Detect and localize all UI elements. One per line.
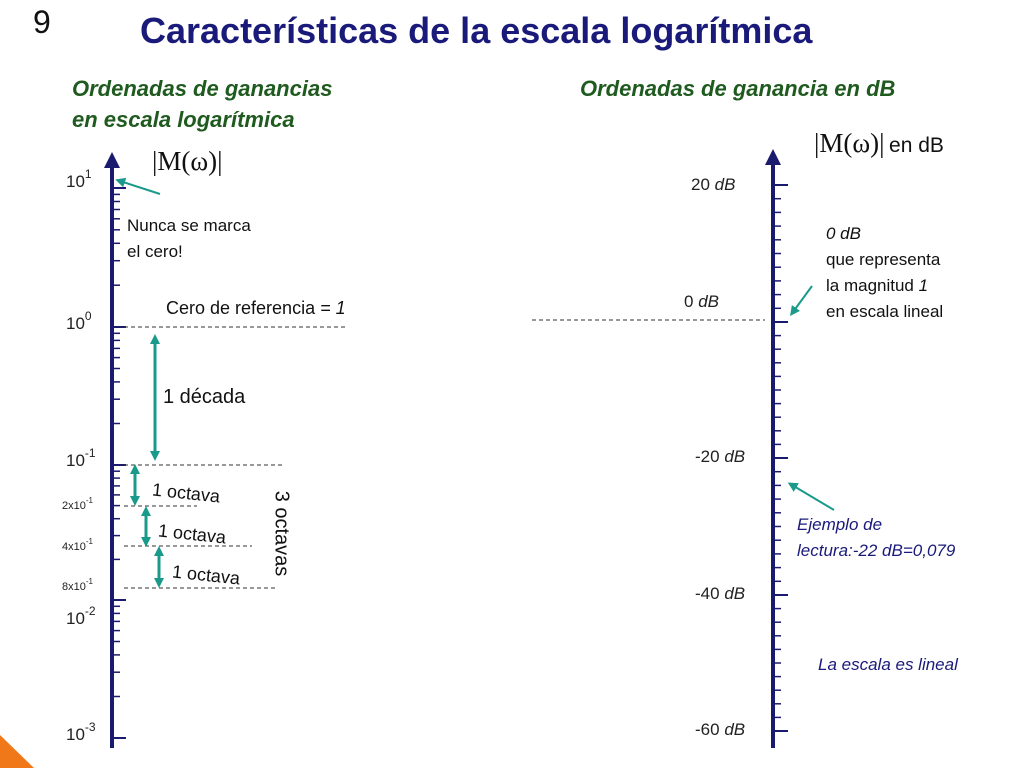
left-axis-title: |M(ω)|	[152, 146, 223, 176]
tick-label-minus60db: -60 dB	[695, 720, 746, 739]
corner-decoration	[0, 735, 34, 768]
note-zero-db-line1: 0 dB	[826, 224, 861, 243]
note-never-zero-line1: Nunca se marca	[127, 216, 251, 235]
slide-number: 9	[33, 4, 51, 40]
note-linear-scale: La escala es lineal	[818, 655, 958, 674]
tick-label-10e-2: 10-2	[66, 604, 96, 628]
left-heading-line2: en escala logarítmica	[72, 107, 295, 132]
three-octaves-label: 3 octavas	[270, 490, 293, 577]
left-axis-ticks	[112, 187, 126, 739]
right-heading: Ordenadas de ganancia en dB	[580, 76, 896, 101]
right-axis-title-unit: en dB	[889, 134, 944, 157]
right-axis-title: |M(ω)| en dB	[814, 128, 944, 159]
pointer-nunca-cero	[115, 177, 161, 195]
tick-label-20db: 20 dB	[691, 175, 736, 194]
note-zero-db-line2: que representa	[826, 250, 941, 269]
reference-text: Cero de referencia	[166, 298, 316, 318]
tick-label-10e-1: 10-1	[66, 446, 96, 470]
note-zero-db: 0 dB que representa la magnitud 1 en esc…	[826, 221, 943, 325]
tick-label-4x10e-1: 4x10-1	[62, 537, 93, 553]
pointer-zero-db	[790, 285, 813, 317]
right-axis-ticks	[773, 184, 788, 732]
right-axis-title-symbol: |M(ω)|	[814, 128, 885, 158]
note-reading-example: Ejemplo de lectura:-22 dB=0,079	[797, 512, 955, 564]
tick-label-8x10e-1: 8x10-1	[62, 577, 93, 593]
note-never-zero-line2: el cero!	[127, 242, 183, 261]
reference-value: = 1	[320, 298, 346, 318]
note-reading-example-line1: Ejemplo de	[797, 515, 883, 534]
tick-label-10e-3: 10-3	[66, 720, 96, 744]
decade-label: 1 década	[163, 386, 246, 408]
left-dashed-guides	[124, 326, 347, 589]
tick-label-10e1: 101	[66, 167, 92, 191]
slide-title: Características de la escala logarítmica	[140, 10, 813, 51]
left-heading: Ordenadas de ganancias en escala logarít…	[72, 73, 332, 135]
note-zero-db-line4: en escala lineal	[826, 302, 944, 321]
note-reading-example-line2: lectura:-22 dB=0,079	[797, 541, 956, 560]
note-zero-db-line3: la magnitud 1	[826, 276, 929, 295]
note-never-zero: Nunca se marca el cero!	[127, 213, 251, 265]
pointer-example	[787, 482, 835, 511]
tick-label-minus40db: -40 dB	[695, 584, 746, 603]
left-heading-line1: Ordenadas de ganancias	[72, 76, 333, 101]
tick-label-2x10e-1: 2x10-1	[62, 496, 93, 512]
interval-arrows	[130, 334, 164, 588]
tick-label-10e0: 100	[66, 309, 92, 333]
reference-label: Cero de referencia = 1	[166, 298, 346, 319]
tick-label-minus20db: -20 dB	[695, 447, 746, 466]
tick-label-0db: 0 dB	[684, 292, 719, 311]
pointer-arrows	[115, 177, 835, 511]
